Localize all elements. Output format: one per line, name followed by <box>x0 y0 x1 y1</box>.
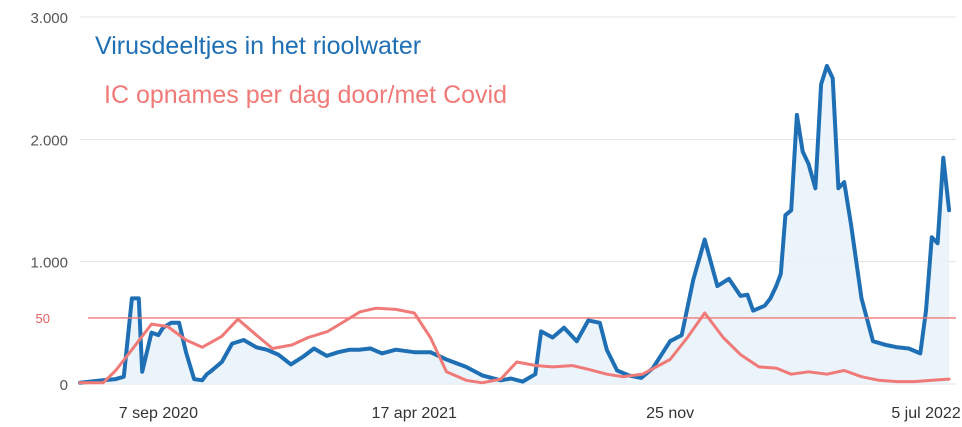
y-tick-label: 2.000 <box>30 132 68 149</box>
x-tick-label: 25 nov <box>646 405 694 422</box>
x-axis: 7 sep 2020 17 apr 2021 25 nov 5 jul 2022 <box>119 405 961 422</box>
legend: Virusdeeltjes in het rioolwater IC opnam… <box>95 32 507 109</box>
reference-line-label: 50 <box>36 311 50 326</box>
x-tick-label: 5 jul 2022 <box>891 405 960 422</box>
y-axis: 0 1.000 2.000 3.000 <box>30 10 68 394</box>
series-line-virus <box>78 63 952 385</box>
y-tick-label: 3.000 <box>30 10 68 27</box>
y-tick-label: 1.000 <box>30 255 68 272</box>
y-tick-label: 0 <box>60 377 68 394</box>
x-tick-label: 17 apr 2021 <box>372 405 458 422</box>
plot-area <box>78 63 952 385</box>
legend-virus: Virusdeeltjes in het rioolwater <box>95 32 421 60</box>
legend-ic: IC opnames per dag door/met Covid <box>104 81 507 109</box>
series-area-virus <box>80 65 950 385</box>
x-tick-label: 7 sep 2020 <box>119 405 198 422</box>
reference-line: 50 <box>36 311 956 326</box>
series-line-ic <box>78 306 951 385</box>
